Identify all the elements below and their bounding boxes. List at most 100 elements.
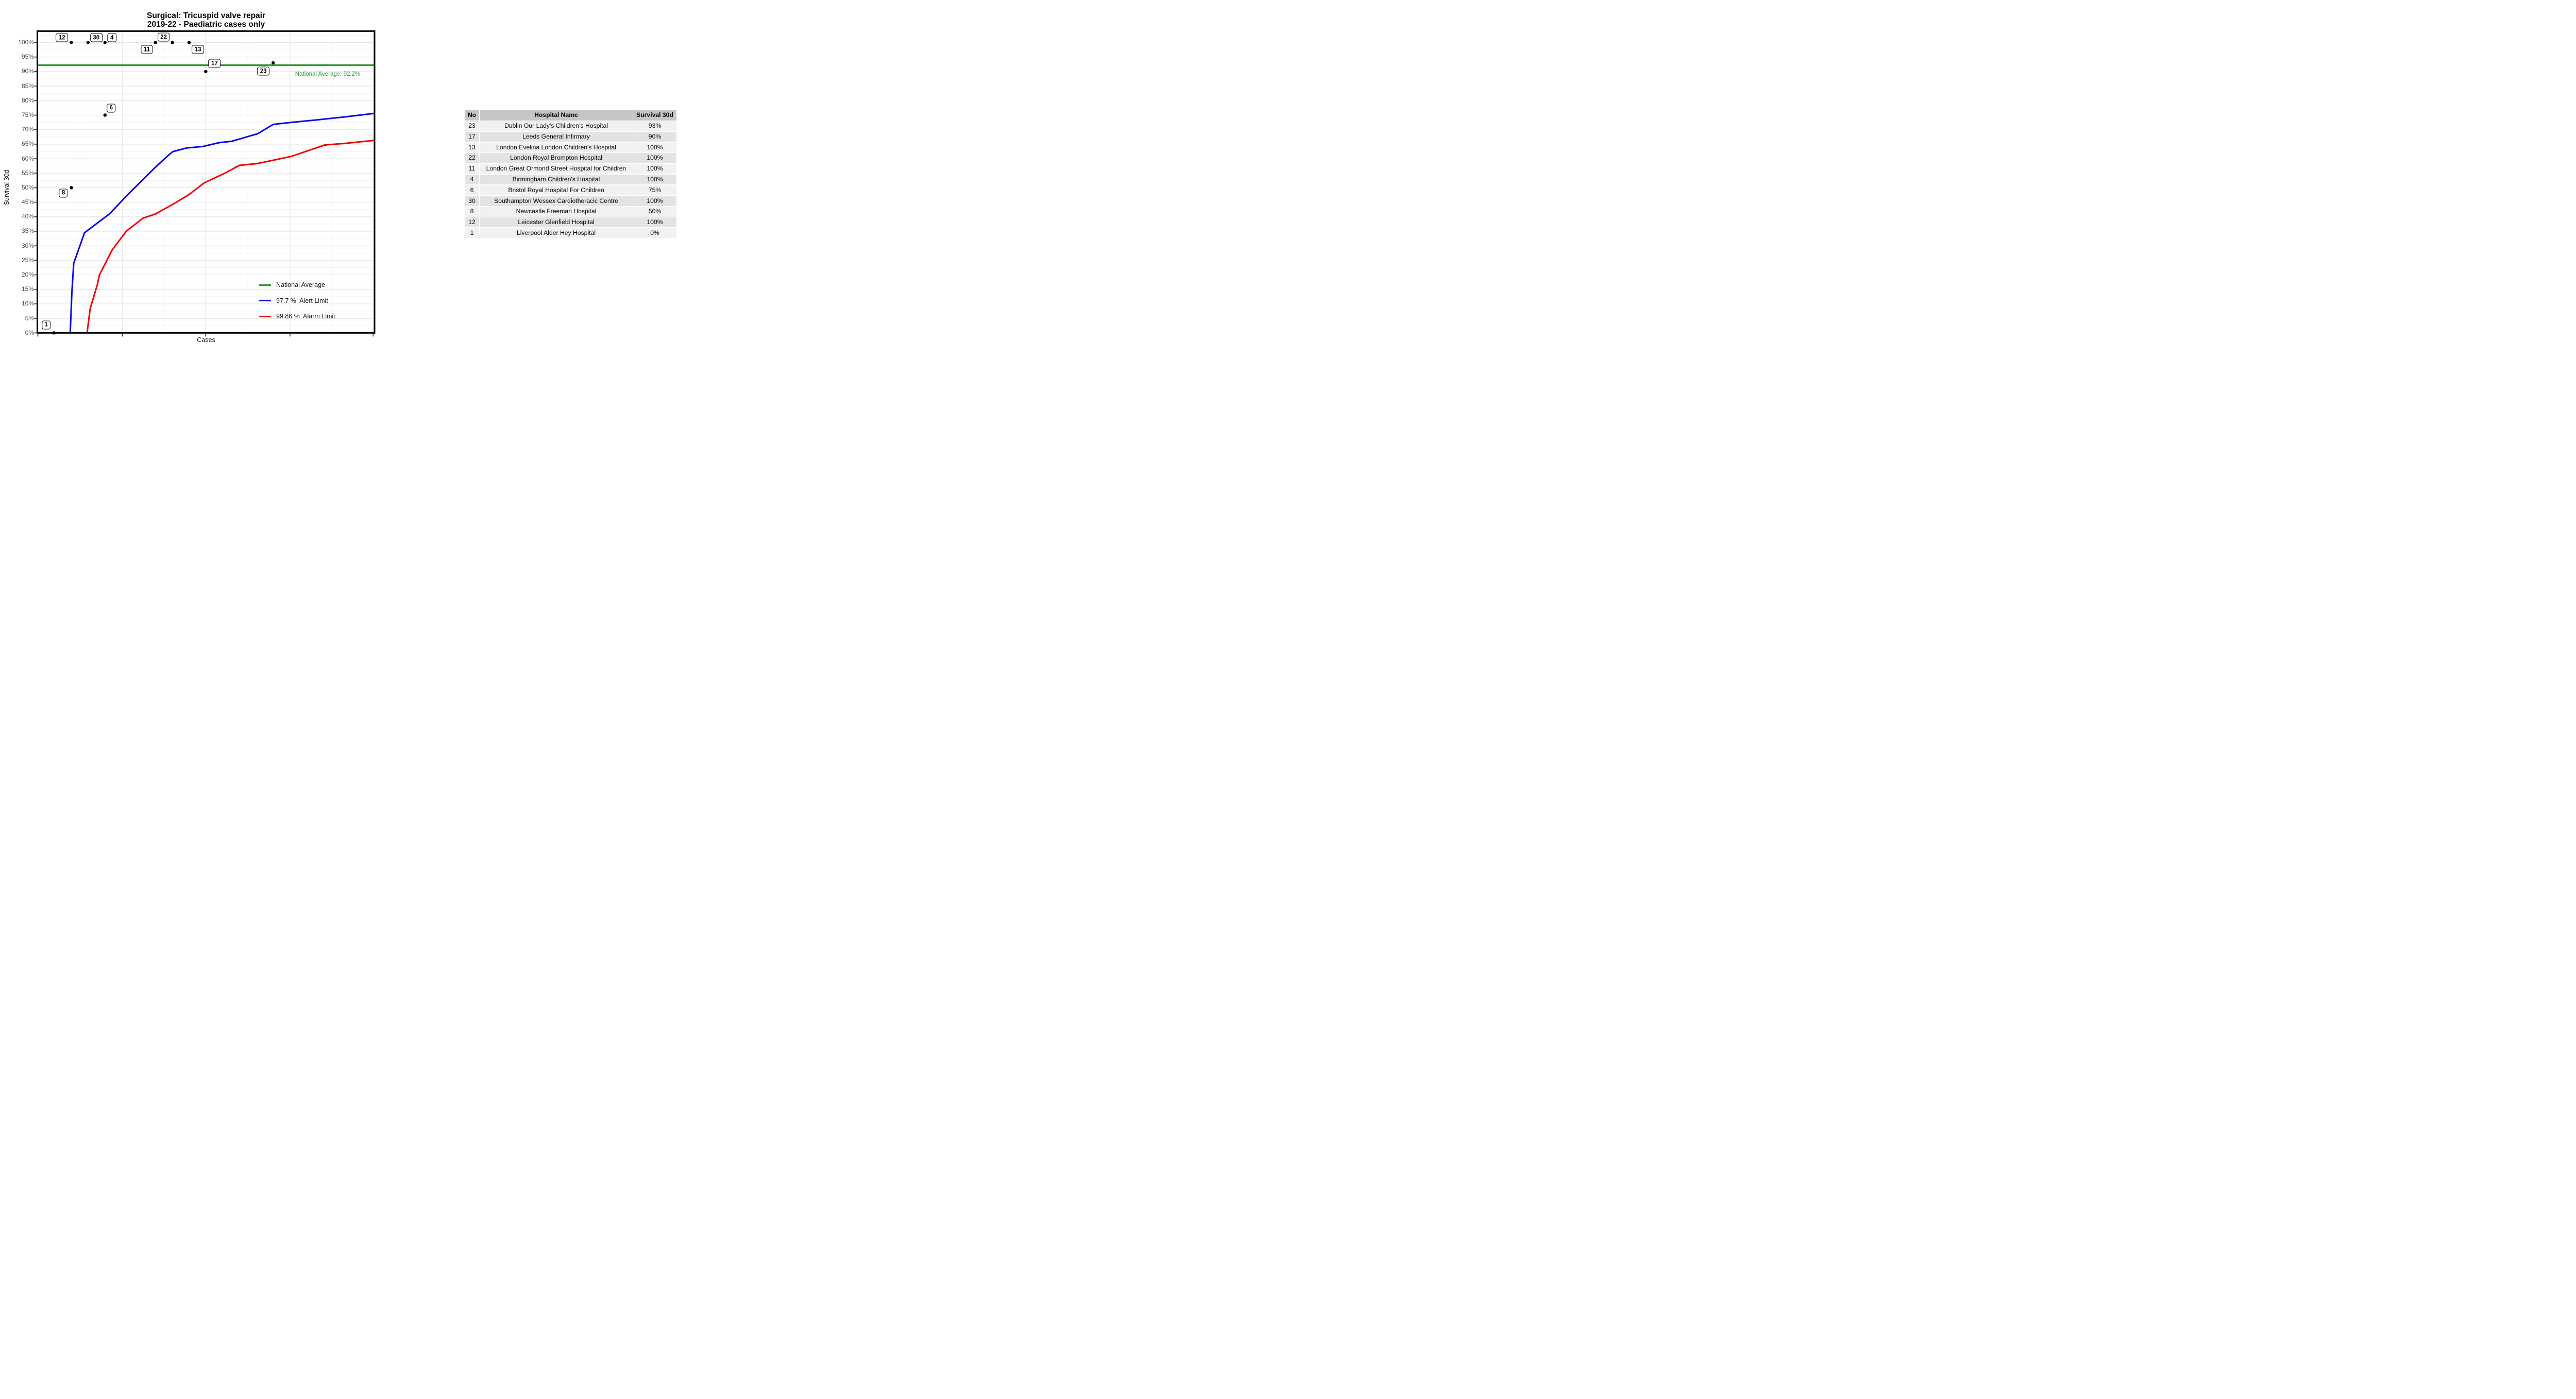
plot-border <box>37 30 376 334</box>
hospital-point-label-1: 1 <box>41 320 51 329</box>
alert-limit-curve <box>69 112 375 334</box>
hospital-data-point <box>103 113 107 117</box>
table-cell-no: 12 <box>465 217 479 228</box>
national-average-line-swatch <box>259 284 271 286</box>
hospital-data-point <box>154 41 157 44</box>
table-cell-survival: 50% <box>633 207 676 217</box>
y-tick-label: 70% <box>21 126 34 133</box>
hospital-data-point <box>103 41 107 44</box>
y-tick-label: 65% <box>21 140 34 148</box>
hospital-point-label-30: 30 <box>90 33 103 42</box>
hospital-point-label-11: 11 <box>141 45 153 54</box>
table-cell-survival: 100% <box>633 196 676 206</box>
hospital-data-point <box>171 41 174 44</box>
table-cell-no: 4 <box>465 174 479 185</box>
hospital-data-point <box>70 41 73 44</box>
table-cell-hospital: Birmingham Children's Hospital <box>480 174 633 185</box>
y-tick-label: 60% <box>21 155 34 162</box>
table-cell-no: 13 <box>465 142 479 152</box>
table-cell-survival: 100% <box>633 164 676 174</box>
chart-legend: National Average 97.7 % Alert Limit 99.8… <box>259 280 335 321</box>
alarm-limit-curve <box>86 140 375 334</box>
table-cell-hospital: Dublin Our Lady's Children's Hospital <box>480 121 633 131</box>
table-cell-survival: 100% <box>633 153 676 163</box>
hospital-point-label-8: 8 <box>59 189 68 198</box>
legend-label: 99.86 % Alarm Limit <box>276 313 335 320</box>
y-tick-label: 35% <box>21 227 34 235</box>
hospital-data-point <box>187 41 191 44</box>
hospital-point-label-4: 4 <box>107 33 116 42</box>
legend-item-alarm-limit: 99.86 % Alarm Limit <box>259 312 335 321</box>
table-cell-hospital: Newcastle Freeman Hospital <box>480 207 633 217</box>
survival-plot-canvas <box>34 30 376 337</box>
chart-title-line1: Surgical: Tricuspid valve repair <box>146 11 265 20</box>
screenshot-stage: Surgical: Tricuspid valve repair 2019-22… <box>0 0 760 350</box>
hospital-point-label-13: 13 <box>192 45 204 54</box>
table-cell-survival: 100% <box>633 217 676 228</box>
table-cell-survival: 90% <box>633 131 676 142</box>
hospital-point-label-17: 17 <box>208 59 221 68</box>
table-cell-no: 23 <box>465 121 479 131</box>
table-cell-hospital: Leicester Glenfield Hospital <box>480 217 633 228</box>
y-tick-label: 25% <box>21 256 34 264</box>
table-cell-survival: 100% <box>633 142 676 152</box>
hospital-point-label-22: 22 <box>157 32 170 42</box>
y-tick-label: 10% <box>21 300 34 308</box>
y-tick-label: 50% <box>21 183 34 191</box>
hospital-data-point <box>204 70 208 74</box>
chart-title-line2: 2019-22 - Paediatric cases only <box>147 20 265 29</box>
table-cell-hospital: Southampton Wessex Cardiothoracic Centre <box>480 196 633 206</box>
alarm-limit-line-swatch <box>259 315 271 317</box>
table-cell-hospital: Liverpool Alder Hey Hospital <box>480 228 633 238</box>
y-tick-label: 55% <box>21 169 34 177</box>
y-tick-label: 100% <box>18 39 34 46</box>
hospital-point-label-12: 12 <box>56 33 69 42</box>
y-tick-label: 95% <box>21 53 34 61</box>
hospital-point-label-23: 23 <box>257 66 270 76</box>
hospital-point-label-6: 6 <box>107 104 116 113</box>
y-tick-label: 40% <box>21 213 34 220</box>
y-tick-label: 20% <box>21 271 34 279</box>
alert-limit-line-swatch <box>259 300 271 301</box>
y-tick-label: 30% <box>21 242 34 249</box>
table-header-survival: Survival 30d <box>633 110 676 121</box>
y-tick-label: 0% <box>25 329 34 336</box>
table-cell-hospital: Leeds General Infirmary <box>480 131 633 142</box>
y-tick-label: 85% <box>21 82 34 90</box>
table-cell-survival: 0% <box>633 228 676 238</box>
national-average-annotation: National Average: 92.2% <box>295 71 361 77</box>
x-axis-title: Cases <box>197 336 215 344</box>
table-cell-survival: 75% <box>633 185 676 196</box>
table-cell-no: 8 <box>465 207 479 217</box>
y-tick-label: 45% <box>21 198 34 206</box>
table-cell-survival: 100% <box>633 174 676 185</box>
y-axis-title: Survival 30d <box>3 169 10 206</box>
hospital-results-table: No Hospital Name Survival 30d 23 Dublin O… <box>465 110 677 238</box>
hospital-data-point <box>70 186 73 190</box>
table-cell-survival: 93% <box>633 121 676 131</box>
legend-item-alert-limit: 97.7 % Alert Limit <box>259 296 335 305</box>
table-cell-no: 22 <box>465 153 479 163</box>
table-header-hospital-name: Hospital Name <box>480 110 633 121</box>
y-tick-label: 75% <box>21 111 34 118</box>
y-tick-label: 80% <box>21 96 34 104</box>
table-cell-no: 30 <box>465 196 479 206</box>
table-cell-hospital: London Royal Brompton Hospital <box>480 153 633 163</box>
table-cell-no: 1 <box>465 228 479 238</box>
hospital-data-point <box>86 41 90 44</box>
table-cell-hospital: London Great Ormond Street Hospital for … <box>480 164 633 174</box>
table-cell-no: 11 <box>465 164 479 174</box>
legend-label: 97.7 % Alert Limit <box>276 297 328 304</box>
legend-item-national-average: National Average <box>259 280 335 289</box>
table-cell-no: 6 <box>465 185 479 196</box>
table-cell-hospital: London Evelina London Children's Hospita… <box>480 142 633 152</box>
table-cell-hospital: Bristol Royal Hospital For Children <box>480 185 633 196</box>
table-header-no: No <box>465 110 479 121</box>
hospital-data-point <box>52 331 56 335</box>
hospital-data-point <box>271 61 275 65</box>
legend-label: National Average <box>276 281 325 288</box>
y-tick-label: 15% <box>21 285 34 293</box>
y-tick-label: 5% <box>25 314 34 322</box>
funnel-chart-area: Surgical: Tricuspid valve repair 2019-22… <box>0 0 412 350</box>
y-tick-label: 90% <box>21 67 34 75</box>
